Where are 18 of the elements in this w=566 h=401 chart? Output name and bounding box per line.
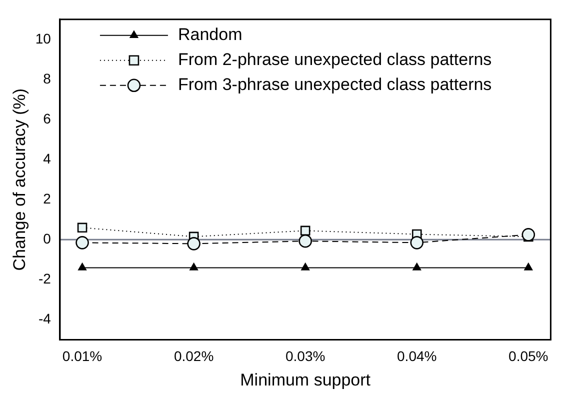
y-tick-label: -4 (38, 310, 52, 327)
y-tick-label: 10 (35, 30, 52, 46)
x-tick-label: 0.05% (508, 348, 548, 364)
y-axis-title: Change of accuracy (%) (10, 88, 29, 271)
x-tick-label: 0.04% (397, 348, 437, 364)
y-tick-label: 2 (43, 190, 52, 206)
x-tick-label: 0.01% (62, 348, 102, 364)
y-tick-label: 6 (43, 110, 52, 126)
y-tick-label: 8 (43, 70, 52, 86)
x-tick-label: 0.02% (174, 348, 214, 364)
y-tick-label: -2 (38, 270, 52, 287)
legend-label: From 2-phrase unexpected class patterns (178, 50, 492, 70)
y-tick-label: 0 (43, 230, 52, 247)
x-tick-label: 0.03% (285, 348, 326, 364)
legend-label: From 3-phrase unexpected class patterns (178, 75, 492, 94)
y-tick-label: 4 (43, 150, 52, 166)
legend-label: Random (178, 25, 242, 44)
x-axis-title: Minimum support (240, 370, 371, 390)
